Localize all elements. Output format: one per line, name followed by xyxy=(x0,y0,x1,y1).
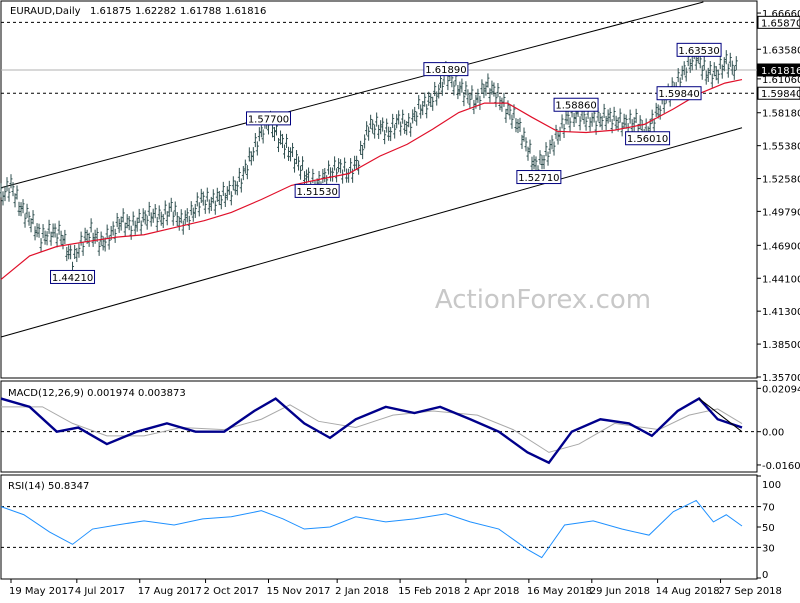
price-annotation: 1.59840 xyxy=(656,86,702,101)
price-annotation-label: 1.63530 xyxy=(678,46,719,57)
price-axis-highlight xyxy=(757,63,800,77)
price-axis-highlight xyxy=(757,15,800,29)
axis-layer: 1.666601.658701.635801.618161.610601.598… xyxy=(9,9,800,597)
rsi-title: RSI(14) 50.8347 xyxy=(8,481,89,492)
price-annotation-label: 1.52710 xyxy=(518,173,559,184)
x-axis-label: 27 Sep 2018 xyxy=(719,586,782,597)
price-axis-label: 1.49790 xyxy=(762,207,800,218)
price-layer: 1.44210 1.57700 1.51530 1.61890 1.52710 1.588… xyxy=(0,1,757,338)
ohlc-open: 1.61875 xyxy=(90,6,131,17)
price-annotation-box xyxy=(423,62,469,77)
price-axis-label: 1.44100 xyxy=(762,274,800,285)
price-annotation: 1.51530 xyxy=(294,183,340,198)
price-axis-label: 1.63580 xyxy=(762,45,800,56)
chart-symbol: EURAUD,Daily xyxy=(10,6,81,17)
x-axis-label: 16 May 2018 xyxy=(527,586,592,597)
rsi-axis-label: 70 xyxy=(762,503,775,514)
x-axis-label: 2 Jan 2018 xyxy=(335,586,389,597)
ohlc-low: 1.61788 xyxy=(180,6,221,17)
price-annotation-label: 1.44210 xyxy=(52,273,93,284)
rsi-axis-label: 0 xyxy=(762,570,768,581)
price-annotation: 1.44210 xyxy=(50,269,96,284)
watermark: ActionForex.com xyxy=(435,285,651,315)
price-annotation: 1.61890 xyxy=(423,62,469,77)
moving-average-line xyxy=(0,78,743,280)
x-axis-label: 2 Apr 2018 xyxy=(464,586,519,597)
x-axis-label: 17 Aug 2017 xyxy=(138,586,202,597)
x-axis-label: 15 Nov 2017 xyxy=(267,586,331,597)
macd-axis-label: 0.02094 xyxy=(762,384,800,395)
price-annotation: 1.52710 xyxy=(516,170,562,185)
price-axis-label: 1.46900 xyxy=(762,241,800,252)
rsi-layer xyxy=(0,499,757,559)
price-annotation-label: 1.51530 xyxy=(296,187,337,198)
price-annotation-box xyxy=(516,170,562,185)
price-annotation-box xyxy=(625,131,671,146)
price-annotation: 1.57700 xyxy=(246,111,292,126)
price-annotation-label: 1.56010 xyxy=(627,134,668,145)
x-axis-label: 2 Oct 2017 xyxy=(204,586,259,597)
price-annotation-label: 1.59840 xyxy=(658,89,699,100)
price-axis-highlight-label: 1.61816 xyxy=(761,66,800,77)
price-annotation: 1.58860 xyxy=(553,97,599,112)
price-annotation-box xyxy=(676,42,722,57)
price-annotation-box xyxy=(246,111,292,126)
price-axis-label: 1.41300 xyxy=(762,307,800,318)
price-axis-label: 1.61060 xyxy=(762,75,800,86)
price-axis-label: 1.66660 xyxy=(762,9,800,20)
x-axis-label: 19 May 2017 xyxy=(9,586,74,597)
price-annotation: 1.63530 xyxy=(676,42,722,57)
price-axis-highlight-label: 1.65870 xyxy=(761,18,800,29)
price-annotation-box xyxy=(553,97,599,112)
price-axis-label: 1.58180 xyxy=(762,109,800,120)
price-axis-highlight xyxy=(757,86,800,100)
price-annotation-label: 1.57700 xyxy=(248,114,289,125)
macd-line xyxy=(0,397,743,465)
x-axis-label: 15 Feb 2018 xyxy=(398,586,460,597)
macd-trendline xyxy=(698,398,743,433)
rsi-line xyxy=(0,499,743,559)
price-annotation: 1.56010 xyxy=(625,131,671,146)
price-axis-label: 1.52580 xyxy=(762,175,800,186)
channel-line-upper xyxy=(0,1,704,189)
rsi-axis-label: 100 xyxy=(762,480,781,491)
price-annotation-box xyxy=(656,86,702,101)
price-axis-label: 1.38500 xyxy=(762,340,800,351)
x-axis-label: 29 Jun 2018 xyxy=(590,586,650,597)
x-axis-label: 14 Aug 2018 xyxy=(656,586,720,597)
channel-line-lower xyxy=(0,127,743,338)
macd-axis-label: 0.00 xyxy=(762,428,784,439)
ohlc-close: 1.61816 xyxy=(225,6,266,17)
price-annotation-box xyxy=(294,183,340,198)
rsi-axis-label: 30 xyxy=(762,543,775,554)
macd-panel-frame xyxy=(0,380,758,473)
price-annotation-box xyxy=(50,269,96,284)
chart-symbol-text: EURAUD xyxy=(10,6,52,17)
macd-title: MACD(12,26,9) 0.001974 0.003873 xyxy=(8,388,186,399)
macd-axis-label: -0.01608 xyxy=(762,461,800,472)
rsi-axis-label: 50 xyxy=(762,523,775,534)
price-axis-label: 1.35700 xyxy=(762,373,800,384)
price-axis-label: 1.55380 xyxy=(762,142,800,153)
x-axis-label: 4 Jul 2017 xyxy=(75,586,125,597)
price-annotation-label: 1.61890 xyxy=(425,65,466,76)
price-annotation-label: 1.58860 xyxy=(555,101,596,112)
price-axis-highlight-label: 1.59840 xyxy=(761,89,800,100)
macd-layer xyxy=(0,397,757,465)
chart-timeframe: Daily xyxy=(55,6,80,17)
ohlc-high: 1.62282 xyxy=(135,6,176,17)
